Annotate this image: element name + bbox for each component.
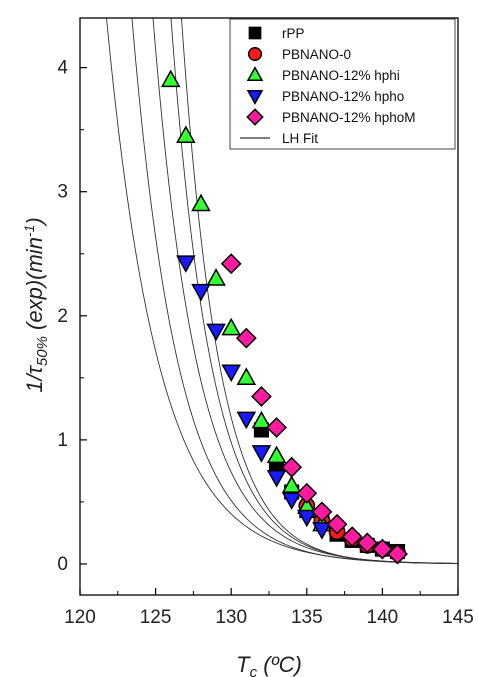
pbnano-12-hphom-point bbox=[356, 532, 378, 554]
pbnano-12-hpho-point bbox=[281, 492, 302, 510]
pbnano-12-hpho-point bbox=[236, 411, 257, 430]
pbnano-12-hphi-point bbox=[191, 193, 211, 212]
y-tick-label: 0 bbox=[57, 554, 68, 575]
pbnano-12-hphom-point bbox=[341, 526, 363, 548]
y-tick-label: 4 bbox=[57, 58, 68, 79]
legend-marker-pbnano-12-hphi bbox=[246, 66, 264, 81]
pbnano-12-hphom-point bbox=[311, 501, 333, 523]
pbnano-12-hphi-point bbox=[281, 475, 302, 493]
legend-label-lh-fit: LH Fit bbox=[282, 131, 318, 146]
legend-label-pbnano-0: PBNANO-0 bbox=[282, 47, 351, 62]
x-tick-label: 140 bbox=[367, 607, 399, 628]
pbnano-12-hphom-point bbox=[220, 253, 242, 275]
pbnano-12-hpho-point bbox=[266, 469, 287, 488]
legend: rPP PBNANO-0 PBNANO-12% hphi PBNANO-12% hph… bbox=[229, 18, 456, 150]
pbnano-12-hphi-point bbox=[160, 69, 181, 88]
y-tick-label: 3 bbox=[57, 182, 68, 203]
pbnano-12-hphom-point bbox=[281, 456, 303, 478]
pbnano-12-hphi-point bbox=[266, 445, 287, 464]
pbnano-12-hphom-point bbox=[266, 417, 287, 438]
x-tick-label: 120 bbox=[64, 607, 96, 628]
y-axis-title: 1/τ50% (exp)(min-1) bbox=[21, 217, 51, 392]
legend-box bbox=[229, 18, 456, 150]
pbnano-12-hphom-point bbox=[326, 513, 348, 535]
pbnano-12-hpho-point bbox=[176, 255, 196, 273]
x-tick-label: 130 bbox=[215, 607, 247, 628]
pbnano-12-hphi-point bbox=[206, 268, 226, 286]
pbnano-12-hphom-point bbox=[387, 543, 408, 565]
pbnano-12-hphi-point bbox=[236, 367, 257, 385]
pbnano-12-hpho-point bbox=[312, 522, 332, 540]
lh-fit-curve bbox=[181, 18, 458, 565]
legend-label-rpp: rPP bbox=[282, 26, 305, 41]
legend-label-pbnano-12-hphi: PBNANO-12% hphi bbox=[282, 68, 400, 83]
pbnano-12-hpho-point bbox=[206, 323, 226, 342]
pbnano-12-hphom-point bbox=[371, 538, 393, 560]
y-tick-label: 1 bbox=[57, 430, 68, 451]
pbnano-12-hphi-point bbox=[251, 410, 272, 429]
pbnano-12-hpho-point bbox=[251, 445, 272, 463]
pbnano-12-hpho-point bbox=[191, 283, 211, 302]
data-points bbox=[160, 69, 408, 565]
x-tick-label: 145 bbox=[442, 607, 474, 628]
pbnano-12-hphi-point bbox=[221, 317, 241, 336]
x-axis-title: Tc (ºC) bbox=[236, 652, 302, 677]
axes: 120 125 130 135 140 145 0 1 2 3 4 bbox=[57, 58, 473, 628]
x-tick-label: 125 bbox=[140, 607, 172, 628]
x-tick-label: 135 bbox=[291, 607, 323, 628]
pbnano-12-hphom-point bbox=[251, 386, 272, 407]
pbnano-12-hpho-point bbox=[221, 364, 241, 383]
y-tick-label: 2 bbox=[57, 306, 68, 327]
legend-marker-pbnano-12-hphom bbox=[246, 108, 264, 126]
pbnano-12-hphom-point bbox=[296, 482, 318, 504]
legend-marker-pbnano-12-hpho bbox=[246, 90, 264, 105]
pbnano-12-hphom-point bbox=[235, 327, 257, 349]
pbnano-12-hphi-point bbox=[176, 125, 196, 144]
legend-marker-rpp bbox=[248, 26, 262, 40]
legend-label-pbnano-12-hphom: PBNANO-12% hphoM bbox=[282, 110, 416, 125]
legend-label-pbnano-12-hpho: PBNANO-12% hpho bbox=[282, 89, 404, 104]
legend-marker-pbnano-0 bbox=[247, 46, 263, 62]
pbnano-12-hpho-point bbox=[297, 509, 317, 528]
